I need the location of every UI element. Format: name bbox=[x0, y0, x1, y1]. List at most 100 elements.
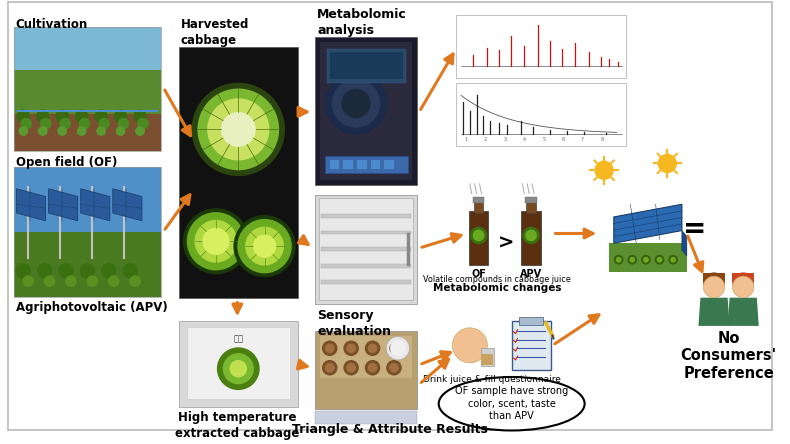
Circle shape bbox=[118, 118, 130, 130]
Circle shape bbox=[332, 79, 380, 128]
Circle shape bbox=[17, 109, 30, 123]
FancyBboxPatch shape bbox=[521, 211, 541, 265]
Text: 3: 3 bbox=[503, 137, 506, 142]
FancyBboxPatch shape bbox=[13, 232, 161, 297]
FancyBboxPatch shape bbox=[320, 336, 412, 378]
Circle shape bbox=[389, 363, 399, 373]
FancyBboxPatch shape bbox=[480, 348, 494, 366]
Circle shape bbox=[94, 109, 108, 123]
FancyBboxPatch shape bbox=[186, 327, 290, 399]
Polygon shape bbox=[81, 189, 110, 221]
Circle shape bbox=[390, 341, 405, 356]
Circle shape bbox=[386, 337, 409, 360]
Circle shape bbox=[643, 257, 649, 263]
FancyBboxPatch shape bbox=[732, 274, 754, 283]
Circle shape bbox=[656, 257, 663, 263]
Circle shape bbox=[115, 126, 126, 136]
Circle shape bbox=[114, 109, 127, 123]
Circle shape bbox=[134, 109, 147, 123]
FancyBboxPatch shape bbox=[13, 71, 161, 114]
Circle shape bbox=[253, 234, 276, 258]
Circle shape bbox=[657, 154, 677, 173]
Polygon shape bbox=[614, 204, 682, 243]
Circle shape bbox=[137, 118, 149, 130]
Polygon shape bbox=[682, 230, 687, 256]
Circle shape bbox=[135, 126, 145, 136]
Circle shape bbox=[77, 126, 87, 136]
Circle shape bbox=[198, 88, 279, 170]
Circle shape bbox=[38, 126, 47, 136]
Circle shape bbox=[655, 255, 664, 265]
Circle shape bbox=[732, 273, 754, 294]
Text: >: > bbox=[498, 234, 514, 253]
Circle shape bbox=[108, 275, 119, 287]
FancyBboxPatch shape bbox=[456, 15, 626, 78]
Circle shape bbox=[18, 126, 28, 136]
Circle shape bbox=[21, 118, 32, 130]
FancyBboxPatch shape bbox=[321, 280, 412, 284]
Circle shape bbox=[346, 343, 356, 353]
Text: 4: 4 bbox=[523, 137, 526, 142]
Circle shape bbox=[325, 343, 335, 353]
Ellipse shape bbox=[438, 377, 585, 431]
Circle shape bbox=[470, 227, 487, 244]
FancyBboxPatch shape bbox=[468, 211, 488, 265]
FancyBboxPatch shape bbox=[456, 83, 626, 146]
Text: Metabolomic changes: Metabolomic changes bbox=[433, 283, 562, 293]
Circle shape bbox=[389, 343, 399, 353]
Circle shape bbox=[59, 118, 71, 130]
Text: =: = bbox=[683, 214, 706, 242]
Circle shape bbox=[101, 263, 117, 279]
FancyBboxPatch shape bbox=[520, 317, 543, 325]
Text: 7: 7 bbox=[581, 137, 585, 142]
Circle shape bbox=[641, 255, 651, 265]
Circle shape bbox=[22, 275, 34, 287]
Circle shape bbox=[344, 360, 359, 376]
Text: Sensory
evaluation: Sensory evaluation bbox=[317, 309, 391, 338]
FancyBboxPatch shape bbox=[315, 37, 417, 185]
Circle shape bbox=[453, 328, 487, 363]
FancyBboxPatch shape bbox=[327, 49, 405, 83]
Circle shape bbox=[627, 255, 638, 265]
FancyBboxPatch shape bbox=[13, 114, 161, 151]
Polygon shape bbox=[698, 297, 730, 326]
Circle shape bbox=[322, 360, 337, 376]
FancyBboxPatch shape bbox=[321, 230, 412, 234]
Circle shape bbox=[614, 255, 623, 265]
Text: No
Consumers'
Preference: No Consumers' Preference bbox=[680, 331, 777, 381]
FancyBboxPatch shape bbox=[315, 331, 417, 408]
Text: OF sample have strong
color, scent, taste
than APV: OF sample have strong color, scent, tast… bbox=[455, 386, 568, 421]
FancyBboxPatch shape bbox=[512, 321, 551, 370]
Circle shape bbox=[525, 230, 537, 241]
Circle shape bbox=[80, 263, 96, 279]
FancyBboxPatch shape bbox=[703, 274, 724, 283]
FancyBboxPatch shape bbox=[179, 321, 298, 407]
FancyBboxPatch shape bbox=[357, 159, 367, 169]
FancyBboxPatch shape bbox=[329, 159, 340, 169]
Circle shape bbox=[367, 343, 378, 353]
Circle shape bbox=[182, 208, 249, 274]
Text: Cultivation: Cultivation bbox=[16, 17, 88, 31]
Circle shape bbox=[365, 341, 380, 356]
FancyBboxPatch shape bbox=[13, 27, 161, 71]
FancyBboxPatch shape bbox=[325, 156, 408, 173]
FancyBboxPatch shape bbox=[321, 247, 412, 251]
Text: Open field (OF): Open field (OF) bbox=[16, 156, 117, 169]
Circle shape bbox=[245, 227, 284, 266]
FancyBboxPatch shape bbox=[481, 354, 493, 365]
Circle shape bbox=[230, 360, 247, 377]
Circle shape bbox=[58, 126, 67, 136]
Circle shape bbox=[472, 230, 484, 241]
Circle shape bbox=[668, 255, 678, 265]
Circle shape bbox=[703, 273, 724, 294]
Circle shape bbox=[202, 228, 230, 255]
Circle shape bbox=[732, 276, 754, 297]
Circle shape bbox=[594, 161, 614, 180]
FancyBboxPatch shape bbox=[384, 159, 394, 169]
Circle shape bbox=[233, 215, 295, 277]
Circle shape bbox=[670, 257, 676, 263]
Text: 2: 2 bbox=[483, 137, 487, 142]
FancyBboxPatch shape bbox=[609, 243, 687, 273]
Circle shape bbox=[207, 98, 269, 161]
FancyBboxPatch shape bbox=[315, 411, 417, 424]
